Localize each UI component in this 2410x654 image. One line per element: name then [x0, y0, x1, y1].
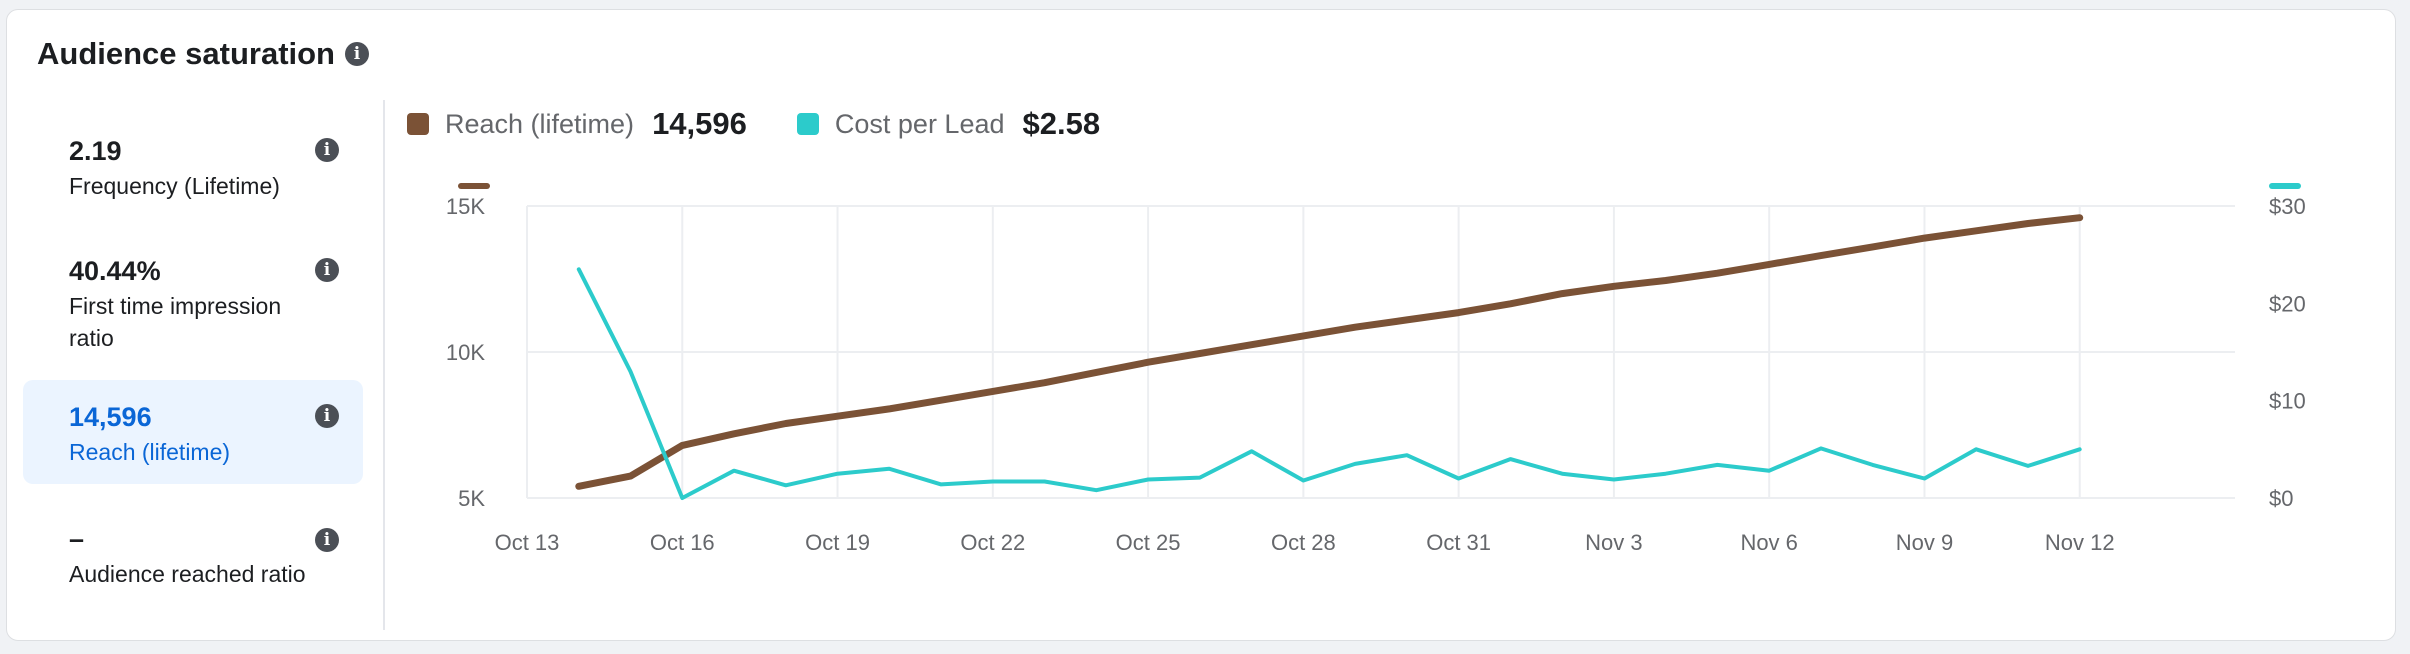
info-icon[interactable]: i: [315, 404, 339, 428]
x-tick-label: Nov 3: [1585, 530, 1642, 555]
y-left-tick-label: 10K: [446, 340, 485, 365]
y-right-tick-label: $0: [2269, 486, 2293, 511]
metric-audience-reached-ratio[interactable]: – Audience reached ratio i: [23, 506, 363, 626]
metric-label: Frequency (Lifetime): [69, 173, 280, 199]
sidebar-divider: [383, 100, 385, 630]
card-title-text: Audience saturation: [37, 36, 335, 71]
card-title: Audience saturation i: [37, 36, 369, 72]
x-tick-label: Oct 28: [1271, 530, 1336, 555]
x-tick-label: Oct 16: [650, 530, 715, 555]
y-left-tick-label: 15K: [446, 194, 485, 219]
legend-swatch-cpl: [796, 113, 819, 135]
y-left-tick-label: 5K: [458, 486, 485, 511]
metric-label: Reach (lifetime): [69, 439, 231, 465]
metric-value: 2.19: [69, 136, 122, 166]
x-tick-label: Nov 12: [2045, 530, 2115, 555]
x-tick-label: Oct 31: [1426, 530, 1491, 555]
info-icon[interactable]: i: [315, 528, 339, 552]
legend-name-cpl: Cost per Lead: [834, 108, 1005, 139]
x-tick-label: Nov 6: [1740, 530, 1797, 555]
x-tick-label: Nov 9: [1896, 530, 1953, 555]
info-icon[interactable]: i: [315, 138, 339, 162]
metric-label: First time impression ratio: [69, 293, 282, 351]
y-right-tick-label: $30: [2269, 194, 2306, 219]
cost-per-lead-series-line: [576, 267, 2082, 500]
metric-reach[interactable]: 14,596 Reach (lifetime) i: [23, 380, 363, 484]
metric-value: –: [69, 524, 85, 554]
metric-value: 40.44%: [69, 256, 161, 286]
metric-value: 14,596: [69, 402, 152, 432]
y-right-tick-label: $10: [2269, 389, 2306, 414]
legend-name-reach: Reach (lifetime): [445, 108, 635, 139]
x-tick-label: Oct 19: [805, 530, 870, 555]
legend-value-reach: 14,596: [652, 106, 747, 141]
metric-frequency[interactable]: 2.19 Frequency (Lifetime) i: [23, 116, 363, 216]
metric-label: Audience reached ratio: [69, 561, 306, 587]
x-tick-label: Oct 22: [960, 530, 1025, 555]
legend-swatch-reach: [407, 113, 429, 135]
x-tick-label: Oct 13: [495, 530, 560, 555]
reach-series-line: [575, 214, 2084, 490]
info-icon[interactable]: i: [345, 42, 369, 66]
legend-value-cpl: $2.58: [1022, 106, 1101, 141]
chart-legend: Reach (lifetime) 14,596 Cost per Lead $2…: [407, 106, 1150, 142]
audience-saturation-card: Audience saturation i 2.19 Frequency (Li…: [6, 9, 2396, 641]
y-right-tick-label: $20: [2269, 291, 2306, 316]
metric-first-time-impression-ratio[interactable]: 40.44% First time impression ratio i: [23, 236, 363, 356]
info-icon[interactable]: i: [315, 258, 339, 282]
line-chart: Oct 13 Oct 16 Oct 19 Oct 22 Oct 25 Oct 28 Oct …: [446, 183, 2306, 555]
x-tick-label: Oct 25: [1116, 530, 1181, 555]
